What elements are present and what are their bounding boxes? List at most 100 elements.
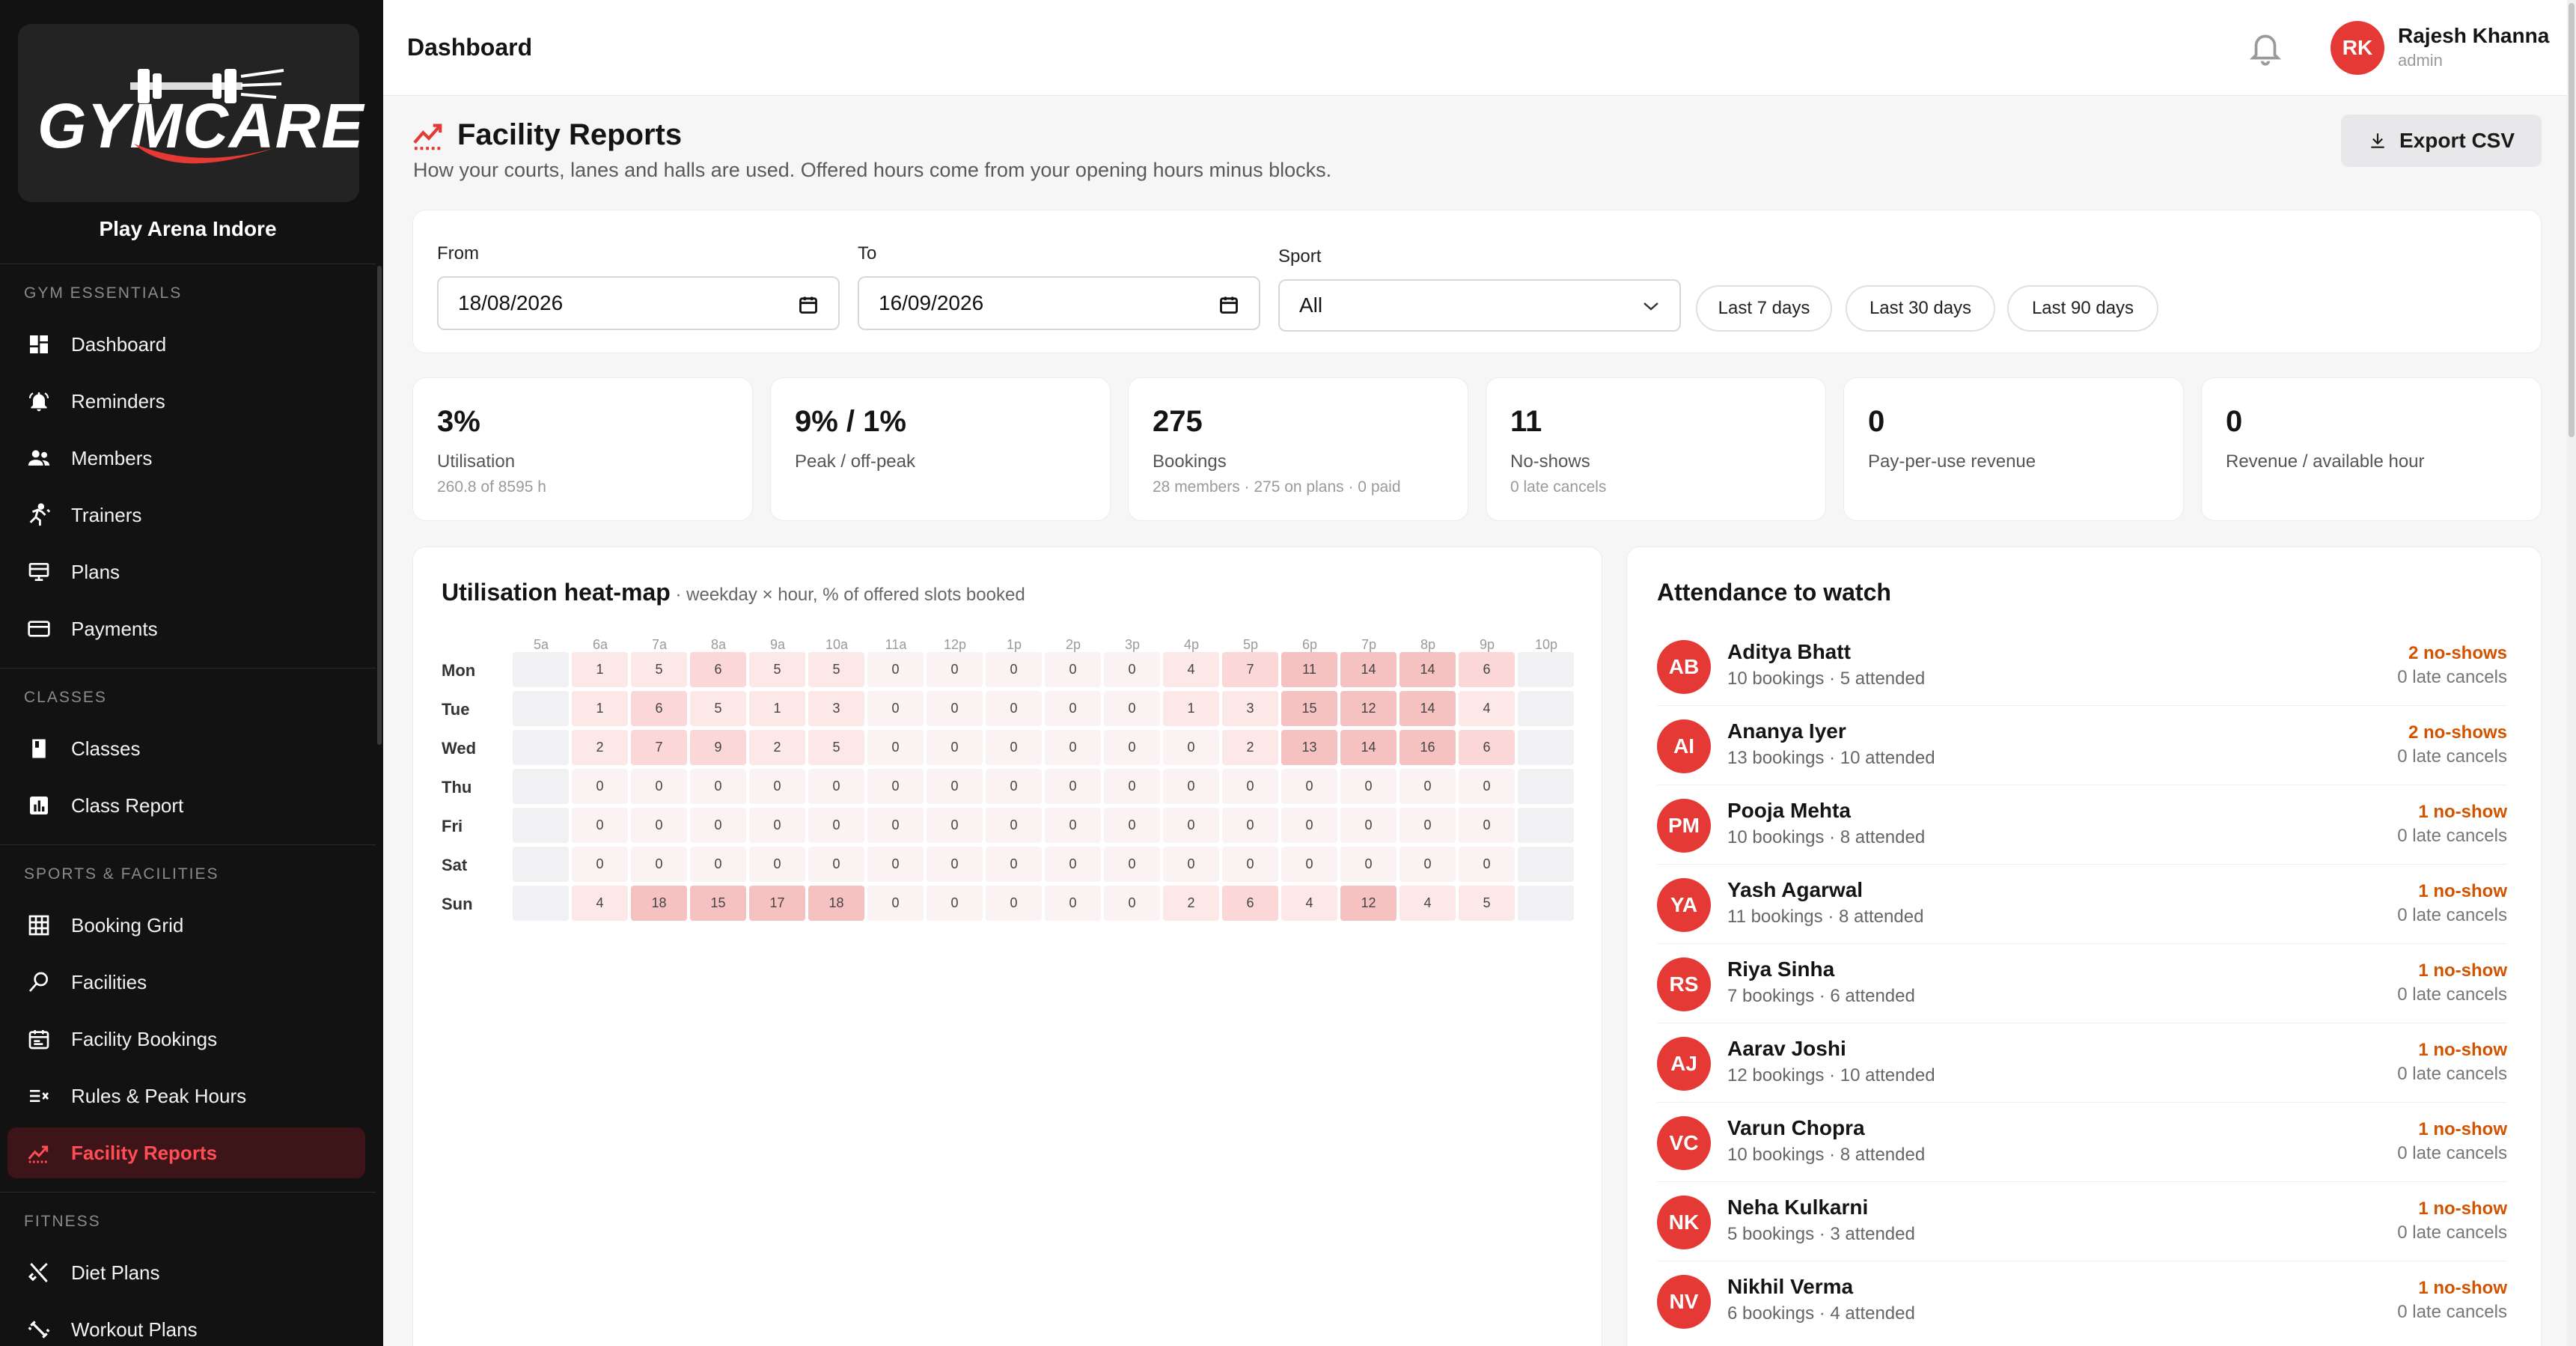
- heatmap-cell[interactable]: 6: [1222, 886, 1278, 921]
- heatmap-cell[interactable]: 0: [631, 808, 687, 843]
- heatmap-cell[interactable]: [513, 769, 569, 804]
- heatmap-cell[interactable]: 0: [927, 808, 983, 843]
- heatmap-cell[interactable]: 0: [927, 847, 983, 882]
- heatmap-cell[interactable]: 0: [1400, 769, 1456, 804]
- heatmap-cell[interactable]: 0: [1340, 769, 1397, 804]
- heatmap-cell[interactable]: [513, 808, 569, 843]
- sidebar-item-trainers[interactable]: Trainers: [7, 490, 365, 540]
- heatmap-cell[interactable]: 0: [572, 769, 628, 804]
- heatmap-cell[interactable]: 14: [1400, 652, 1456, 687]
- heatmap-cell[interactable]: 0: [1281, 847, 1337, 882]
- heatmap-cell[interactable]: 5: [1459, 886, 1515, 921]
- heatmap-cell[interactable]: 5: [749, 652, 805, 687]
- from-date-input[interactable]: 18/08/2026: [437, 276, 840, 330]
- heatmap-cell[interactable]: 0: [1104, 691, 1160, 726]
- sport-select[interactable]: All: [1278, 279, 1681, 332]
- sidebar-item-workout-plans[interactable]: Workout Plans: [7, 1304, 365, 1346]
- heatmap-cell[interactable]: [513, 652, 569, 687]
- heatmap-cell[interactable]: 6: [690, 652, 746, 687]
- heatmap-cell[interactable]: 0: [986, 652, 1042, 687]
- heatmap-cell[interactable]: 1: [749, 691, 805, 726]
- heatmap-cell[interactable]: 0: [1163, 730, 1219, 765]
- heatmap-cell[interactable]: 2: [1163, 886, 1219, 921]
- heatmap-cell[interactable]: 14: [1400, 691, 1456, 726]
- heatmap-cell[interactable]: 0: [927, 691, 983, 726]
- attendance-row[interactable]: VC Varun Chopra 10 bookings · 8 attended 1 …: [1657, 1103, 2507, 1182]
- heatmap-cell[interactable]: 0: [867, 886, 924, 921]
- heatmap-cell[interactable]: 0: [986, 847, 1042, 882]
- heatmap-cell[interactable]: 0: [690, 847, 746, 882]
- heatmap-cell[interactable]: [513, 691, 569, 726]
- chip-last-7-days[interactable]: Last 7 days: [1696, 285, 1832, 332]
- heatmap-cell[interactable]: 0: [1045, 808, 1101, 843]
- heatmap-cell[interactable]: 6: [1459, 730, 1515, 765]
- heatmap-cell[interactable]: 0: [986, 808, 1042, 843]
- heatmap-cell[interactable]: 7: [631, 730, 687, 765]
- sidebar-item-class-report[interactable]: Class Report: [7, 780, 365, 831]
- sidebar-item-facility-reports[interactable]: Facility Reports: [7, 1127, 365, 1178]
- brand-logo[interactable]: GYMCARE: [18, 24, 363, 202]
- heatmap-cell[interactable]: 2: [749, 730, 805, 765]
- heatmap-cell[interactable]: 13: [1281, 730, 1337, 765]
- heatmap-cell[interactable]: 0: [1222, 808, 1278, 843]
- heatmap-cell[interactable]: 0: [572, 808, 628, 843]
- heatmap-cell[interactable]: 0: [749, 769, 805, 804]
- attendance-row[interactable]: YA Yash Agarwal 11 bookings · 8 attended 1 …: [1657, 865, 2507, 944]
- export-csv-button[interactable]: Export CSV: [2341, 115, 2542, 167]
- heatmap-cell[interactable]: 0: [1281, 808, 1337, 843]
- sidebar-item-classes[interactable]: Classes: [7, 723, 365, 774]
- heatmap-cell[interactable]: 0: [749, 847, 805, 882]
- heatmap-cell[interactable]: [1518, 652, 1574, 687]
- heatmap-cell[interactable]: 0: [986, 691, 1042, 726]
- heatmap-cell[interactable]: 15: [690, 886, 746, 921]
- heatmap-cell[interactable]: 14: [1340, 730, 1397, 765]
- heatmap-cell[interactable]: [513, 730, 569, 765]
- heatmap-cell[interactable]: 0: [986, 730, 1042, 765]
- heatmap-cell[interactable]: 17: [749, 886, 805, 921]
- heatmap-cell[interactable]: 0: [808, 808, 864, 843]
- heatmap-cell[interactable]: 0: [1163, 808, 1219, 843]
- sidebar-item-plans[interactable]: Plans: [7, 546, 365, 597]
- heatmap-cell[interactable]: 4: [572, 886, 628, 921]
- sidebar-scrollbar[interactable]: [377, 266, 382, 745]
- heatmap-cell[interactable]: 0: [1459, 808, 1515, 843]
- chip-last-30-days[interactable]: Last 30 days: [1846, 285, 1995, 332]
- heatmap-cell[interactable]: 0: [1281, 769, 1337, 804]
- heatmap-cell[interactable]: 0: [1163, 769, 1219, 804]
- heatmap-cell[interactable]: 0: [1104, 847, 1160, 882]
- heatmap-cell[interactable]: 0: [1340, 808, 1397, 843]
- sidebar-item-diet-plans[interactable]: Diet Plans: [7, 1247, 365, 1298]
- heatmap-cell[interactable]: [513, 886, 569, 921]
- heatmap-cell[interactable]: 2: [1222, 730, 1278, 765]
- heatmap-cell[interactable]: 0: [927, 769, 983, 804]
- heatmap-cell[interactable]: 5: [808, 652, 864, 687]
- heatmap-cell[interactable]: 0: [631, 847, 687, 882]
- heatmap-cell[interactable]: 7: [1222, 652, 1278, 687]
- heatmap-cell[interactable]: 0: [867, 652, 924, 687]
- heatmap-cell[interactable]: 15: [1281, 691, 1337, 726]
- heatmap-cell[interactable]: 0: [690, 808, 746, 843]
- heatmap-cell[interactable]: 3: [808, 691, 864, 726]
- heatmap-cell[interactable]: 0: [631, 769, 687, 804]
- heatmap-cell[interactable]: 4: [1163, 652, 1219, 687]
- heatmap-cell[interactable]: 0: [927, 730, 983, 765]
- heatmap-cell[interactable]: [1518, 769, 1574, 804]
- heatmap-cell[interactable]: 0: [1104, 769, 1160, 804]
- attendance-row[interactable]: AJ Aarav Joshi 12 bookings · 10 attended 1 …: [1657, 1023, 2507, 1103]
- sidebar-item-facility-bookings[interactable]: Facility Bookings: [7, 1014, 365, 1065]
- heatmap-cell[interactable]: 0: [927, 886, 983, 921]
- heatmap-cell[interactable]: 0: [572, 847, 628, 882]
- heatmap-cell[interactable]: 1: [572, 652, 628, 687]
- heatmap-cell[interactable]: 0: [867, 691, 924, 726]
- heatmap-cell[interactable]: 3: [1222, 691, 1278, 726]
- heatmap-cell[interactable]: 0: [1045, 652, 1101, 687]
- heatmap-cell[interactable]: 0: [1045, 847, 1101, 882]
- heatmap-cell[interactable]: 0: [1222, 847, 1278, 882]
- calendar-icon[interactable]: [798, 294, 819, 315]
- heatmap-cell[interactable]: 18: [631, 886, 687, 921]
- heatmap-cell[interactable]: 0: [867, 769, 924, 804]
- heatmap-cell[interactable]: 0: [1400, 847, 1456, 882]
- heatmap-cell[interactable]: 5: [808, 730, 864, 765]
- heatmap-cell[interactable]: 0: [1104, 652, 1160, 687]
- heatmap-cell[interactable]: 0: [927, 652, 983, 687]
